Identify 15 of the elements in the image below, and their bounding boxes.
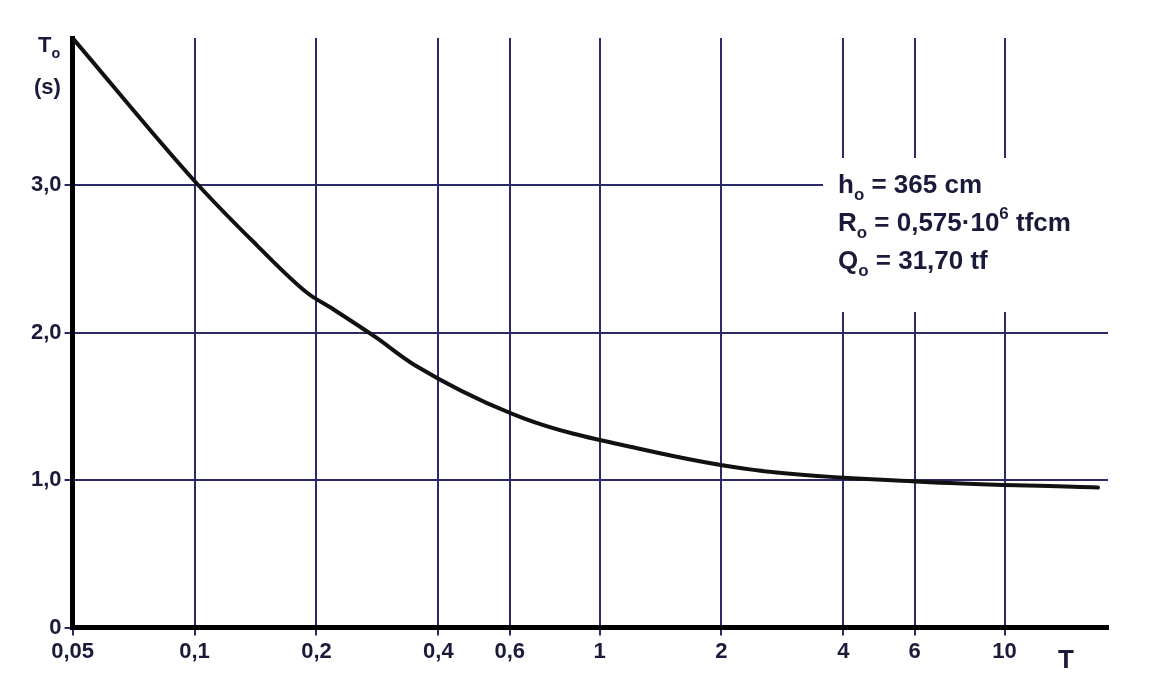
x-tick-label: 0,6 (494, 637, 525, 663)
x-tick-label: 1 (593, 637, 606, 663)
x-tick-label: 0,1 (179, 637, 210, 663)
y-tick-label: 0 (49, 613, 62, 639)
x-tick-label: 6 (908, 637, 921, 663)
y-tick-label: 3,0 (30, 171, 62, 197)
x-tick-label: 4 (837, 637, 851, 663)
x-tick-label: 10 (992, 637, 1017, 663)
x-tick-label: 0,4 (423, 637, 455, 663)
y-tick-label: 2,0 (30, 318, 62, 344)
x-axis-title: T (1058, 643, 1074, 674)
y-tick-label: 1,0 (30, 466, 62, 492)
x-tick-label: 2 (715, 637, 728, 663)
x-tick-label: 0,2 (301, 637, 332, 663)
x-tick-label: 0,05 (51, 637, 94, 663)
